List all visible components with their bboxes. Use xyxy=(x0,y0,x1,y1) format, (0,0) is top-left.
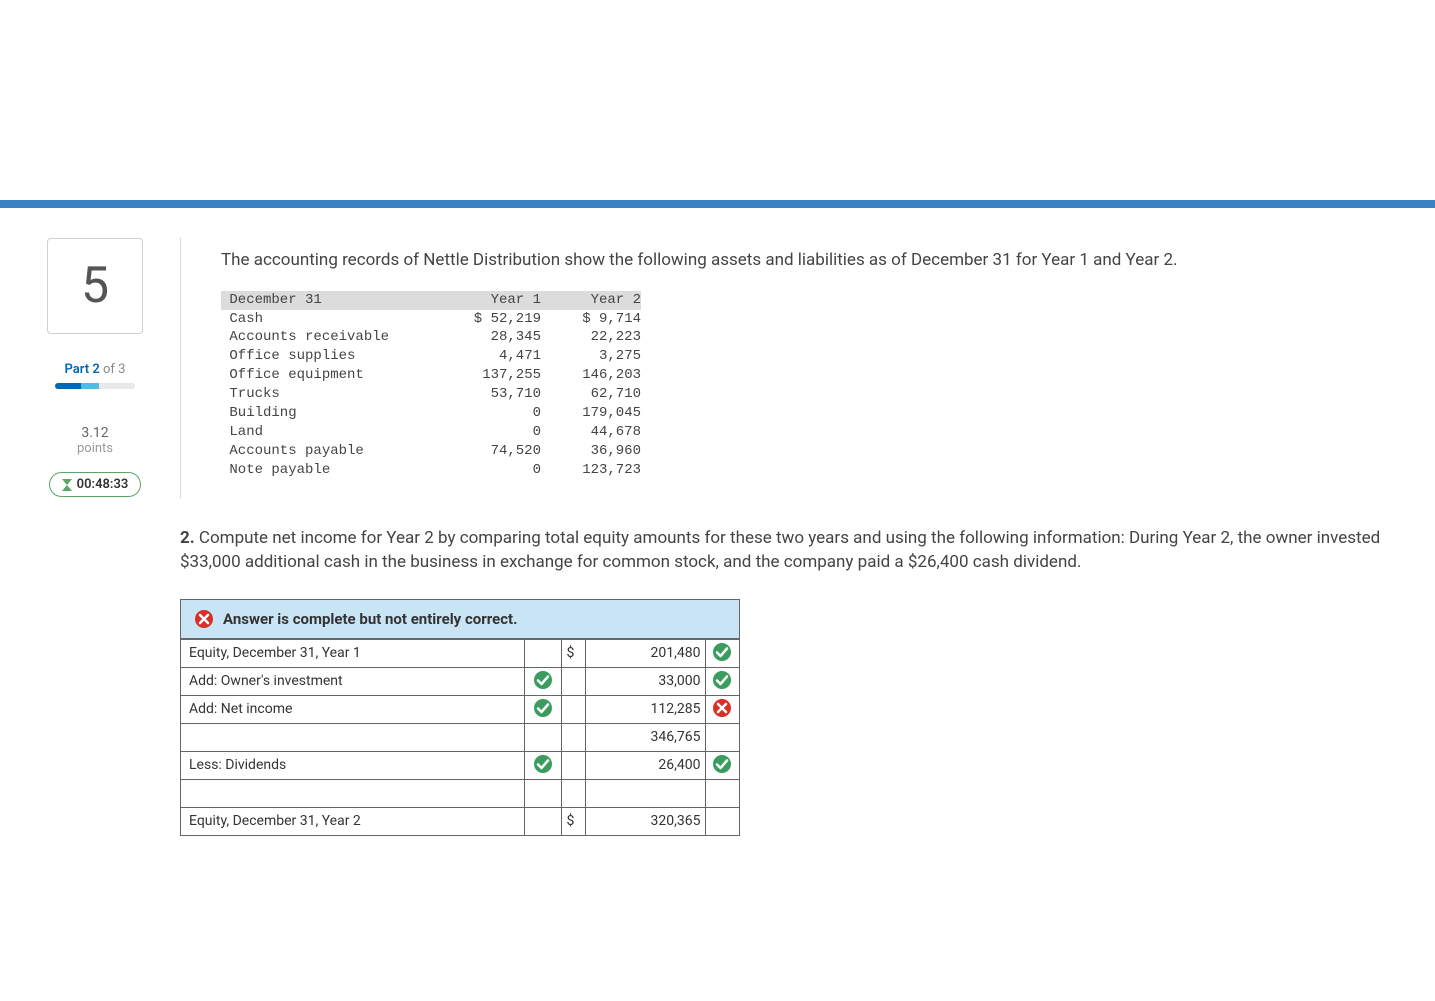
question-body: Compute net income for Year 2 by compari… xyxy=(180,528,1380,573)
part-progress-bar xyxy=(55,383,135,389)
page-container: 5 Part 2 of 3 3.12 points 00:48:33 The a… xyxy=(0,208,1435,836)
value-mark-cell xyxy=(705,695,739,723)
cross-icon xyxy=(713,699,731,717)
main-content: The accounting records of Nettle Distrib… xyxy=(180,238,1395,836)
label-mark-cell xyxy=(525,723,562,751)
answer-value-cell[interactable]: 201,480 xyxy=(586,639,705,667)
answer-value-cell[interactable]: 26,400 xyxy=(586,751,705,779)
top-accent-bar xyxy=(0,200,1435,208)
answer-row: Less: Dividends 26,400 xyxy=(181,751,740,779)
timer-value: 00:48:33 xyxy=(77,477,129,492)
problem-intro-block: The accounting records of Nettle Distrib… xyxy=(180,238,1395,498)
dollar-cell: $ xyxy=(562,807,586,835)
label-mark-cell xyxy=(525,667,562,695)
answer-row: Add: Net income 112,285 xyxy=(181,695,740,723)
feedback-text: Answer is complete but not entirely corr… xyxy=(223,610,517,628)
answer-label-cell[interactable]: Less: Dividends xyxy=(181,751,525,779)
value-mark-cell xyxy=(705,751,739,779)
answer-label-cell[interactable]: Equity, December 31, Year 2 xyxy=(181,807,525,835)
answer-row: Equity, December 31, Year 2 $320,365 xyxy=(181,807,740,835)
answer-label-cell[interactable]: Add: Net income xyxy=(181,695,525,723)
question-number-box: 5 xyxy=(47,238,143,334)
question-prompt: 2. Compute net income for Year 2 by comp… xyxy=(180,526,1395,575)
answer-value-cell[interactable] xyxy=(586,779,705,807)
points-value: 3.12 xyxy=(81,425,108,441)
answer-value-cell[interactable]: 320,365 xyxy=(586,807,705,835)
intro-text: The accounting records of Nettle Distrib… xyxy=(221,248,1375,273)
answer-label-cell[interactable]: Equity, December 31, Year 1 xyxy=(181,639,525,667)
answer-table: Equity, December 31, Year 1$201,480Add: … xyxy=(180,639,740,836)
answer-row xyxy=(181,779,740,807)
dollar-cell xyxy=(562,723,586,751)
timer-badge: 00:48:33 xyxy=(49,472,142,497)
dollar-cell xyxy=(562,695,586,723)
part-total: of 3 xyxy=(100,362,126,377)
check-icon xyxy=(534,671,552,689)
question-number: 2. xyxy=(180,528,195,548)
label-mark-cell xyxy=(525,779,562,807)
label-mark-cell xyxy=(525,751,562,779)
answer-row: 346,765 xyxy=(181,723,740,751)
value-mark-cell xyxy=(705,807,739,835)
ledger-table: December 31Year 1Year 2 Cash$ 52,219$ 9,… xyxy=(221,291,641,480)
value-mark-cell xyxy=(705,723,739,751)
hourglass-icon xyxy=(62,479,72,491)
answer-value-cell[interactable]: 346,765 xyxy=(586,723,705,751)
feedback-banner: Answer is complete but not entirely corr… xyxy=(180,599,740,639)
value-mark-cell xyxy=(705,639,739,667)
value-mark-cell xyxy=(705,779,739,807)
part-indicator: Part 2 of 3 xyxy=(65,362,126,377)
answer-label-cell[interactable] xyxy=(181,779,525,807)
check-icon xyxy=(713,643,731,661)
answer-area: Answer is complete but not entirely corr… xyxy=(180,599,740,836)
points-label: points xyxy=(77,441,113,456)
part-current: Part 2 xyxy=(65,362,100,377)
question-sidebar: 5 Part 2 of 3 3.12 points 00:48:33 xyxy=(40,238,150,836)
dollar-cell xyxy=(562,667,586,695)
label-mark-cell xyxy=(525,807,562,835)
answer-label-cell[interactable] xyxy=(181,723,525,751)
cross-icon xyxy=(195,610,213,628)
answer-label-cell[interactable]: Add: Owner's investment xyxy=(181,667,525,695)
value-mark-cell xyxy=(705,667,739,695)
dollar-cell xyxy=(562,751,586,779)
dollar-cell xyxy=(562,779,586,807)
answer-value-cell[interactable]: 112,285 xyxy=(586,695,705,723)
answer-row: Add: Owner's investment 33,000 xyxy=(181,667,740,695)
dollar-cell: $ xyxy=(562,639,586,667)
label-mark-cell xyxy=(525,639,562,667)
check-icon xyxy=(713,671,731,689)
label-mark-cell xyxy=(525,695,562,723)
answer-row: Equity, December 31, Year 1 $201,480 xyxy=(181,639,740,667)
answer-value-cell[interactable]: 33,000 xyxy=(586,667,705,695)
check-icon xyxy=(534,755,552,773)
check-icon xyxy=(713,755,731,773)
check-icon xyxy=(534,699,552,717)
